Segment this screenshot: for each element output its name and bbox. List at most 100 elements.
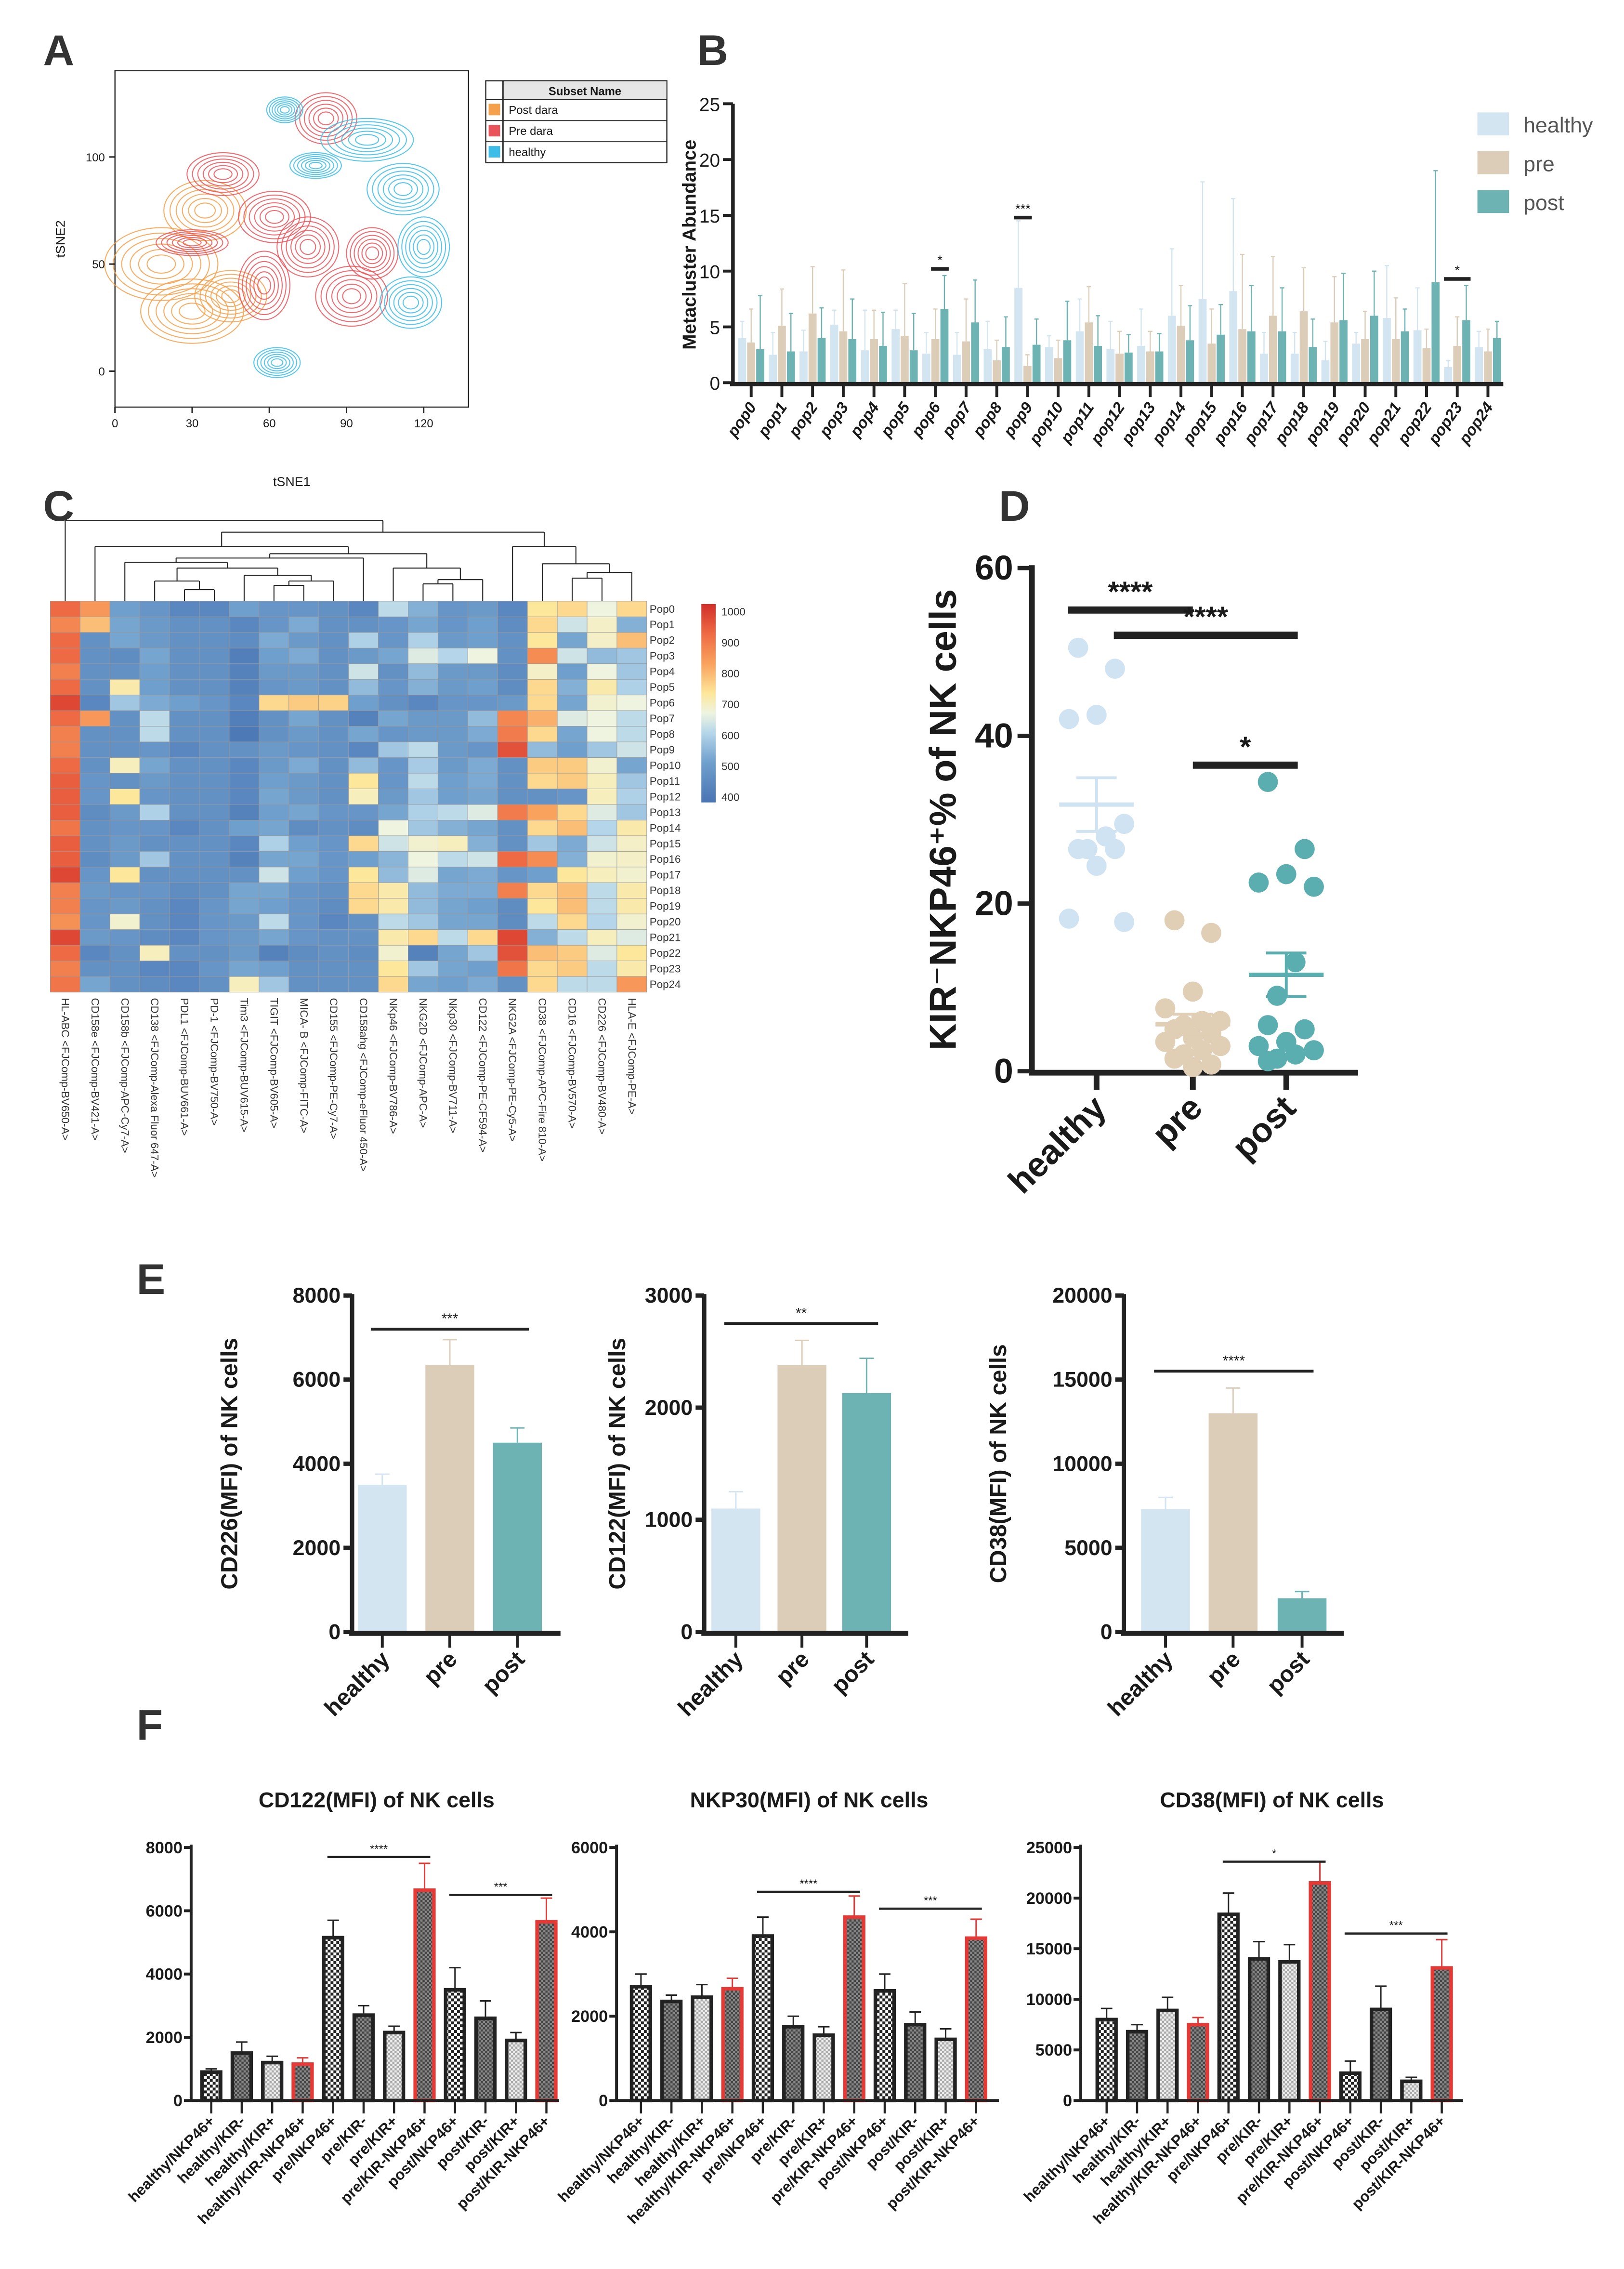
heatmap-cell [50,819,80,836]
density-contour [405,225,443,269]
bar-post [1186,340,1194,383]
panel-e-bar-charts: healthy pre post02000400060008000***CD226(… [217,1283,1344,1721]
bar-post [971,322,980,383]
bar-pre [808,313,817,383]
heatmap-cell [199,601,230,617]
density-contour [397,216,450,277]
heatmap-cell [408,695,438,711]
heatmap-cell [437,601,468,617]
density-contour [192,155,254,193]
heatmap-cell [467,663,498,680]
heatmap-cell [348,601,379,617]
bar-healthy [1229,291,1238,383]
density-contour [304,159,327,171]
bar-pre [870,339,878,383]
heatmap-cell [259,741,289,758]
density-contour [384,280,438,325]
x-tick-label: pre [419,1646,462,1689]
data-point-healthy [1114,814,1135,834]
data-point-post [1248,872,1269,893]
heatmap-cell [50,773,80,789]
heatmap-cell [497,601,528,617]
bar-post [1339,320,1348,383]
y-tick-label: 6000 [571,1839,608,1857]
column-label: CD138 <FJComp-Alexa Fluor 647-A> [149,998,161,1178]
heatmap-cell [318,679,349,696]
heatmap-cell [259,945,289,962]
heatmap-cell [497,663,528,680]
heatmap-cell [50,616,80,633]
heatmap-cell [318,616,349,633]
heatmap-cell [199,695,230,711]
data-point-healthy [1105,659,1125,679]
y-tick-label: 8000 [293,1283,341,1307]
bar [934,2037,957,2103]
heatmap-cell [467,898,498,914]
heatmap-cell [259,773,289,789]
bar-pre [1146,351,1154,383]
row-label: Pop1 [650,619,675,631]
heatmap-cell [259,647,289,664]
data-point-pre [1164,910,1185,931]
heatmap-cell [408,679,438,696]
x-tick-label: pop3 [815,399,852,440]
bar-pre [747,342,756,383]
heatmap-cell [527,835,558,852]
density-contour [286,225,330,269]
heatmap-cell [616,741,647,758]
bar-healthy [1383,318,1391,383]
y-tick-label: 0 [1100,1620,1113,1644]
bar-chart: healthy pre post 0 5000 10000 15000 20000 **** CD… [986,1283,1344,1721]
column-label: HLA-E <FJComp-PE-A> [626,998,638,1115]
heatmap-cell [497,757,528,774]
heatmap-cell [199,789,230,805]
density-contour [393,288,429,317]
column-label: CD155 <FJComp-PE-Cy7-A> [327,998,340,1139]
heatmap-cell [587,679,617,696]
heatmap-cell [318,867,349,883]
y-tick-label: 8000 [146,1839,183,1857]
heatmap-cell [288,695,319,711]
heatmap-cell [229,945,260,962]
heatmap-cell [169,804,200,820]
bar-healthy [1106,349,1115,383]
heatmap-cell [169,632,200,648]
heatmap-cell [378,819,408,836]
heatmap-cell [229,647,260,664]
density-contour [274,102,295,118]
heatmap-cell [139,804,170,820]
significance-label: *** [924,1894,937,1907]
heatmap-cell [79,882,110,899]
highlighted-bar [535,1920,558,2103]
heatmap-cell [527,913,558,930]
row-label: Pop7 [650,712,675,725]
heatmap-cell [616,976,647,993]
bar-pre [1391,339,1400,383]
heatmap-cell [139,961,170,977]
bar-post [756,349,764,383]
heatmap-cell [378,616,408,633]
heatmap-cell [79,867,110,883]
heatmap-cell [288,632,319,648]
heatmap-cell [616,961,647,977]
heatmap-cell [139,647,170,664]
x-tick-label: 90 [340,417,353,430]
y-tick-label: 3000 [645,1283,693,1307]
heatmap-cell [587,913,617,930]
x-tick-label: pop1 [754,399,790,440]
heatmap-cell [437,741,468,758]
density-contour [417,238,431,255]
heatmap-cell [408,601,438,617]
heatmap-cell [139,851,170,868]
heatmap-cell [378,726,408,742]
heatmap-cell [587,757,617,774]
bar-healthy [1141,1509,1190,1632]
density-contour [186,152,260,196]
heatmap-cell [50,601,80,617]
heatmap-cell [318,929,349,946]
heatmap-cell [109,663,140,680]
heatmap-cell [437,804,468,820]
heatmap-cell [378,789,408,805]
row-label: Pop22 [650,947,681,959]
density-contour [263,354,290,371]
